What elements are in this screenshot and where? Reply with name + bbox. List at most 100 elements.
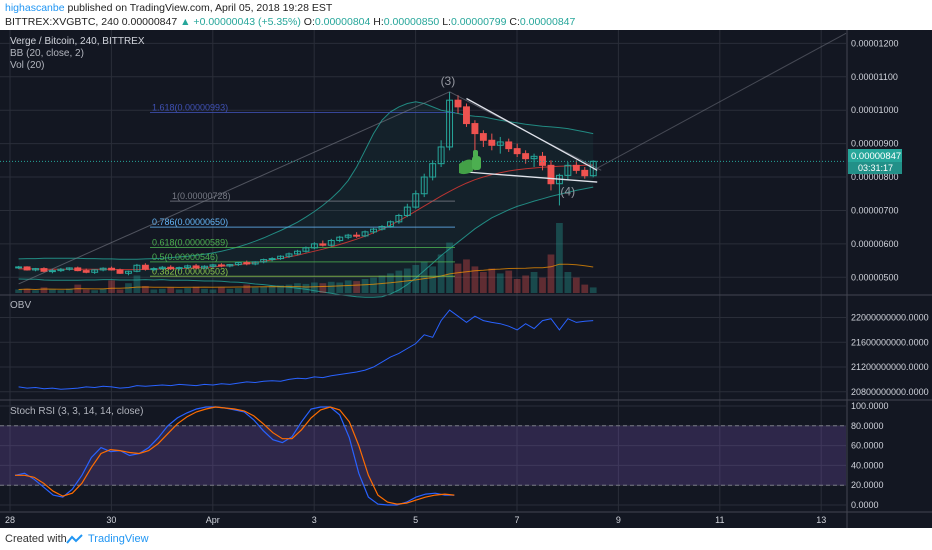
fib-level-label: 1.618(0.00000993) (152, 103, 228, 113)
price-tick-label: 0.00001200 (851, 38, 899, 48)
bollinger-upper (18, 101, 594, 260)
candle-body (353, 234, 361, 237)
candle-body (564, 164, 572, 176)
fib-level-label: 0.5(0.00000546) (152, 252, 218, 262)
stoch-rsi-pane (0, 406, 846, 506)
candle-body (522, 153, 530, 160)
candle-body (395, 214, 403, 223)
volume-bar (49, 289, 56, 293)
candle-body (386, 221, 394, 227)
time-tick-label: 7 (514, 515, 519, 525)
obv-line (18, 309, 594, 390)
candle-body (344, 234, 352, 238)
volume-bar (57, 290, 65, 293)
time-tick-label: 11 (715, 515, 724, 525)
candle-body (412, 193, 420, 208)
price-axis[interactable]: 0.00000500 0.00000600 0.00000700 0.00000800… (851, 38, 929, 510)
volume-bar (243, 284, 251, 293)
candle-body (488, 139, 496, 146)
candle-body (513, 148, 521, 155)
time-tick-label: 30 (106, 515, 116, 525)
candle-body (310, 243, 318, 249)
author-link[interactable]: highascanbe (5, 2, 65, 14)
last-price-badge (848, 149, 902, 162)
time-tick-label: 28 (5, 515, 15, 525)
stoch-tick-label: 20.0000 (851, 480, 884, 490)
created-with-text: Created with (5, 533, 67, 545)
volume-bar (378, 275, 386, 293)
candle-body (158, 266, 166, 270)
candle-body (437, 146, 445, 165)
candle-body (403, 206, 411, 216)
volume-bar (133, 275, 141, 293)
time-tick-label: 9 (616, 515, 621, 525)
price-tick-label: 0.00000500 (851, 272, 899, 282)
volume-bar (488, 268, 496, 293)
low-value: 0.00000799 (450, 16, 507, 28)
candle-body (572, 164, 580, 171)
volume-bar (108, 280, 115, 293)
candle-body (15, 266, 23, 269)
volume-bar (437, 254, 445, 293)
candle-body (175, 267, 183, 270)
stoch-tick-label: 60.0000 (851, 441, 884, 451)
volume-bar (294, 283, 301, 293)
candle-body (32, 268, 39, 271)
stoch-k-line (14, 406, 455, 506)
stoch-tick-label: 100.0000 (851, 401, 889, 411)
obv-tick-label: 21600000000.0000 (851, 337, 929, 347)
price-tick-label: 0.00000900 (851, 139, 899, 149)
candle-body (201, 265, 208, 269)
candle-body (234, 262, 242, 266)
volume-bar (150, 289, 158, 293)
volume-bar (556, 223, 563, 293)
volume-bar (91, 290, 99, 293)
candle-body (125, 270, 132, 274)
candle-body (285, 253, 293, 257)
low-label: L: (442, 16, 451, 28)
candle-body (370, 228, 377, 233)
candle-body (505, 141, 513, 150)
volume-bar (353, 281, 360, 293)
volume-bar (412, 265, 420, 293)
volume-bar (158, 288, 166, 293)
candle-body (48, 270, 56, 273)
candle-body (23, 266, 31, 271)
candle-body (133, 264, 141, 272)
stoch-legend: Stoch RSI (3, 3, 14, 14, close) (10, 406, 143, 417)
candle-body (446, 99, 454, 148)
candle-body (209, 264, 217, 267)
bollinger-lower (18, 186, 594, 298)
volume-bars (15, 223, 597, 293)
candle-body (454, 99, 462, 108)
volume-bar (209, 289, 217, 293)
volume-bar (370, 277, 377, 293)
time-axis[interactable]: 28 30 Apr 3 5 7 9 11 13 (5, 515, 826, 525)
ticker-label: BITTREX:XVGBTC, 240 (5, 16, 119, 28)
volume-bar (344, 280, 352, 293)
price-change: ▲ +0.00000043 (+5.35%) (180, 16, 301, 28)
fib-level-label: 0.786(0.00000650) (152, 217, 228, 227)
candle-body (116, 269, 124, 274)
volume-bar (82, 289, 90, 293)
volume-bar (454, 263, 462, 293)
candle-body (378, 225, 386, 230)
candle-body (294, 250, 301, 255)
stoch-tick-label: 40.0000 (851, 460, 884, 470)
volume-bar (471, 266, 479, 293)
volume-bar (268, 286, 276, 293)
candle-body (260, 259, 268, 263)
volume-bar (564, 272, 572, 293)
candle-body (108, 267, 116, 271)
volume-bar (319, 283, 327, 293)
volume-bar (496, 273, 504, 293)
price-tick-label: 0.00000800 (851, 172, 899, 182)
candle-body (327, 240, 335, 246)
candle-body (547, 164, 555, 185)
tradingview-link[interactable]: TradingView (88, 533, 149, 545)
candle-body (74, 267, 82, 272)
chart-canvas[interactable]: 1.618(0.00000993) 1(0.00000728) 0.786(0.00… (0, 30, 932, 528)
candle-body (302, 247, 310, 252)
volume-bar (15, 289, 22, 293)
candle-body (184, 265, 192, 269)
